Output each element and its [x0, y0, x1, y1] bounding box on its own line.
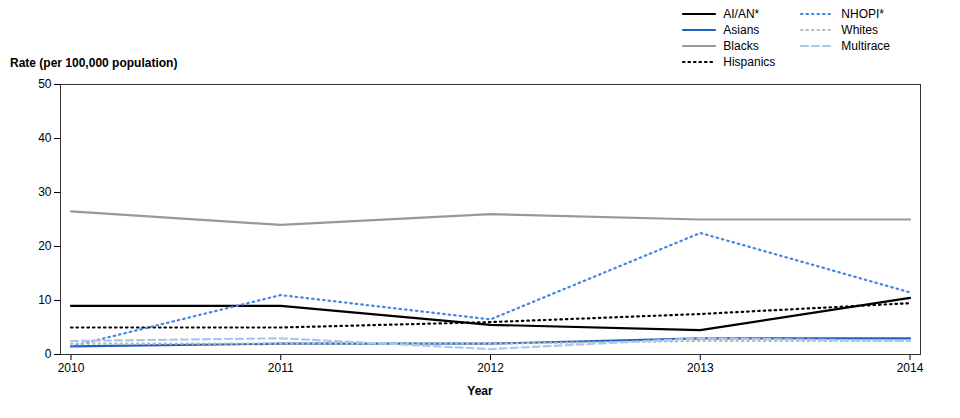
html-text:Whites: Whites: [841, 23, 878, 37]
svg-text:2010: 2010: [58, 361, 85, 375]
svg-text:2012: 2012: [477, 361, 504, 375]
svg-text:10: 10: [38, 293, 52, 307]
svg-text:2011: 2011: [268, 361, 294, 375]
html-text:Rate (per 100,000 population): Rate (per 100,000 population): [10, 56, 178, 70]
svg-text:50: 50: [38, 77, 52, 91]
svg-text:0: 0: [45, 347, 52, 361]
svg-text:20: 20: [38, 239, 52, 253]
svg-text:30: 30: [38, 185, 52, 199]
html-text:AI/AN*: AI/AN*: [723, 7, 760, 21]
svg-text:2014: 2014: [897, 361, 924, 375]
html-text:Blacks: Blacks: [723, 39, 759, 53]
html-text:Multirace: Multirace: [841, 39, 890, 53]
html-text:Year: Year: [467, 384, 493, 398]
html-text:Asians: Asians: [723, 23, 760, 37]
svg-text:2013: 2013: [687, 361, 714, 375]
svg-text:40: 40: [38, 131, 52, 145]
html-text:Hispanics: Hispanics: [723, 55, 776, 69]
html-text:NHOPI*: NHOPI*: [841, 7, 884, 21]
